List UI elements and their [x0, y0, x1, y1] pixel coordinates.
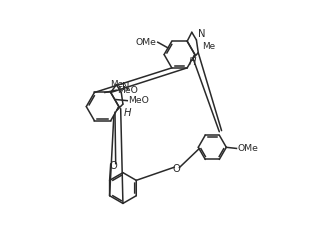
Text: Me: Me — [110, 80, 123, 89]
Text: MeO: MeO — [117, 86, 138, 95]
Text: O: O — [173, 164, 180, 174]
Text: H: H — [189, 57, 197, 67]
Text: OMe: OMe — [238, 144, 258, 153]
Text: N: N — [198, 29, 205, 39]
Text: N: N — [122, 82, 130, 92]
Text: OMe: OMe — [136, 38, 157, 47]
Text: H: H — [124, 108, 131, 118]
Text: MeO: MeO — [128, 96, 149, 105]
Text: O: O — [110, 161, 117, 171]
Text: Me: Me — [202, 42, 215, 51]
